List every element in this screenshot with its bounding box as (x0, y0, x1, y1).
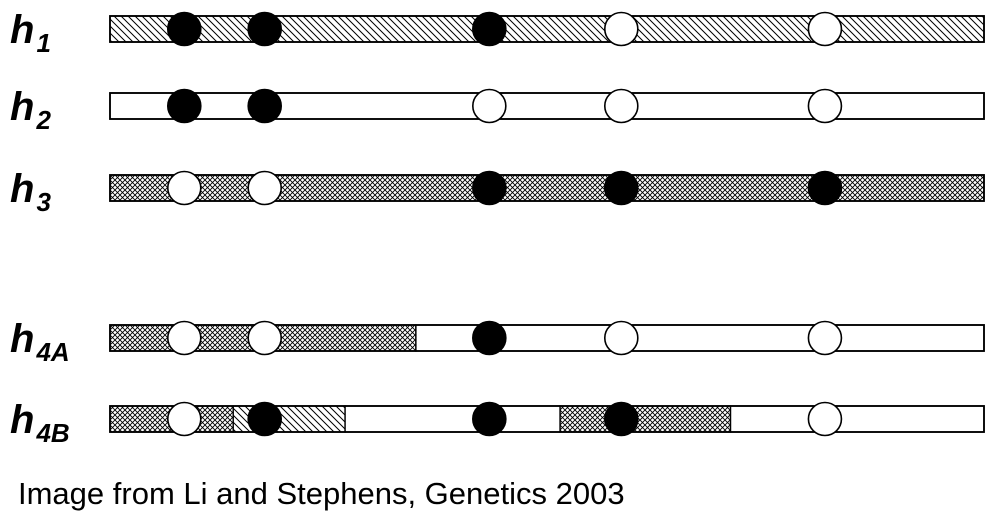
haplotype-bar-outline (109, 15, 985, 43)
allele-marker-filled (603, 170, 639, 206)
haplotype-label: h4B (10, 398, 70, 448)
allele-marker-filled (247, 401, 282, 437)
allele-marker-open (247, 170, 282, 206)
haplotype-segment (109, 92, 985, 120)
allele-marker-open (472, 88, 507, 124)
haplotype-label: h1 (10, 8, 51, 58)
allele-marker-open (807, 88, 843, 124)
haplotype-segment (729, 405, 985, 433)
allele-marker-open (247, 320, 282, 356)
haplotype-segment (109, 15, 985, 43)
allele-marker-filled (603, 401, 639, 437)
allele-marker-filled (166, 88, 202, 124)
allele-marker-filled (247, 11, 282, 47)
haplotype-label: h3 (10, 167, 51, 217)
caption: Image from Li and Stephens, Genetics 200… (18, 476, 625, 511)
allele-marker-filled (472, 11, 507, 47)
haplotype-bar-outline (109, 324, 985, 352)
haplotype-label-subscript: 2 (35, 105, 51, 135)
haplotype-row: h4B (10, 398, 985, 448)
haplotype-label: h4A (10, 317, 70, 367)
haplotype-row: h2 (10, 85, 985, 135)
allele-marker-filled (472, 320, 507, 356)
haplotype-label-subscript: 3 (36, 187, 51, 217)
haplotype-bar-outline (109, 405, 985, 433)
haplotype-label-main: h (10, 317, 34, 361)
allele-marker-filled (472, 401, 507, 437)
haplotype-row: h1 (10, 8, 985, 58)
allele-marker-open (807, 401, 843, 437)
haplotype-bar-outline (109, 92, 985, 120)
haplotype-label-subscript: 1 (36, 28, 50, 58)
haplotype-segment (109, 174, 985, 202)
haplotype-segment (559, 405, 732, 433)
allele-marker-open (166, 320, 202, 356)
allele-marker-open (166, 170, 202, 206)
allele-marker-open (603, 88, 639, 124)
haplotype-row: h3 (10, 167, 985, 217)
allele-marker-filled (166, 11, 202, 47)
allele-marker-open (603, 11, 639, 47)
haplotype-label-main: h (10, 8, 34, 52)
allele-marker-open (807, 320, 843, 356)
allele-marker-open (166, 401, 202, 437)
haplotype-label-subscript: 4A (35, 337, 69, 367)
allele-marker-filled (807, 170, 843, 206)
allele-marker-open (807, 11, 843, 47)
allele-marker-filled (247, 88, 282, 124)
haplotype-label-subscript: 4B (35, 418, 69, 448)
haplotype-row: h4A (10, 317, 985, 367)
allele-marker-filled (472, 170, 507, 206)
haplotype-label-main: h (10, 85, 34, 129)
allele-marker-open (603, 320, 639, 356)
haplotype-label-main: h (10, 398, 34, 442)
haplotype-bar-outline (109, 174, 985, 202)
haplotype-label: h2 (10, 85, 51, 135)
haplotype-label-main: h (10, 167, 34, 211)
haplotype-segment (344, 405, 561, 433)
